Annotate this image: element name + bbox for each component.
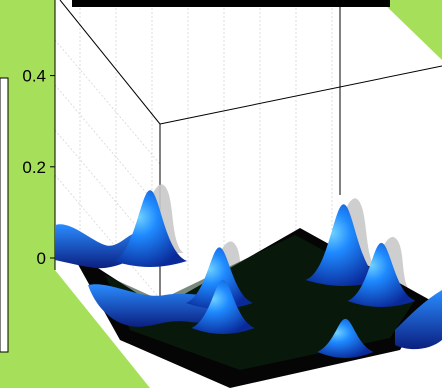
z-tick-label: 0	[37, 249, 46, 268]
grid-line-diagonal	[54, 39, 161, 165]
surface-peak-left-front	[191, 279, 255, 334]
surface-peak-back-mid	[186, 247, 253, 309]
surface-peak-front-right	[317, 318, 374, 358]
title-bar	[72, 0, 390, 7]
z-tick-label: 0.2	[22, 158, 46, 177]
z-tick-label: 0.4	[22, 67, 46, 86]
surface-ridge-right	[395, 290, 442, 350]
surface-peak-right-tall	[305, 204, 382, 286]
neighbor-axes-strip	[0, 77, 9, 353]
surface-peaks	[113, 190, 416, 358]
axis-box	[54, 0, 442, 308]
grid-lines	[54, 0, 333, 300]
surface-peak-right-front	[347, 242, 416, 307]
grid-line-diagonal	[54, 84, 161, 210]
surface-peak-back-left	[113, 190, 188, 267]
grid-line-diagonal	[54, 129, 161, 255]
surface-ridge-front	[88, 284, 230, 327]
grid-line-diagonal	[54, 174, 161, 300]
